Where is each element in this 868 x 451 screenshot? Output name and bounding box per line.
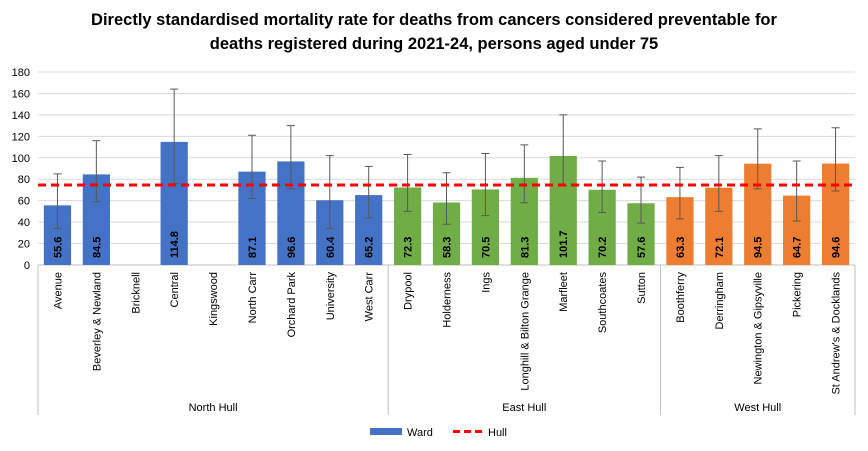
error-bar xyxy=(403,154,412,212)
x-tick-label: Marfleet xyxy=(558,272,570,312)
legend-label: Ward xyxy=(407,427,433,439)
error-bar xyxy=(247,134,256,200)
value-label: 55.6 xyxy=(52,237,64,258)
x-tick-label: Avenue xyxy=(52,272,64,309)
error-bar xyxy=(831,127,840,192)
error-bar xyxy=(92,140,101,203)
chart-title: Directly standardised mortality rate for… xyxy=(91,11,777,53)
x-tick-label: Newington & Gipsyville xyxy=(753,272,765,385)
x-tick-label: Drypool xyxy=(403,272,415,310)
x-tick-label: Central xyxy=(169,272,181,307)
x-tick-label: Ings xyxy=(480,272,492,293)
value-label: 63.3 xyxy=(675,237,687,258)
y-tick-label: 180 xyxy=(12,67,30,79)
value-label: 87.1 xyxy=(247,237,259,258)
x-tick-label: University xyxy=(325,272,337,321)
group-label: West Hull xyxy=(734,402,781,414)
x-tick-label: Southcoates xyxy=(597,272,609,334)
value-label: 96.6 xyxy=(286,237,298,258)
x-tick-label: Bricknell xyxy=(130,272,142,314)
error-bar xyxy=(364,165,373,219)
error-bar xyxy=(714,155,723,212)
y-tick-label: 40 xyxy=(18,217,30,229)
error-bar xyxy=(325,155,334,230)
value-label: 81.3 xyxy=(519,237,531,258)
value-label: 94.5 xyxy=(753,237,765,258)
y-tick-label: 160 xyxy=(12,88,30,100)
x-tick-label: West Carr xyxy=(364,272,376,322)
y-tick-label: 0 xyxy=(24,260,30,272)
x-tick-label: Longhill & Bilton Grange xyxy=(519,272,531,391)
value-label: 114.8 xyxy=(169,231,181,258)
value-label: 72.1 xyxy=(714,237,726,258)
error-bar xyxy=(792,160,801,222)
x-tick-label: Derringham xyxy=(714,272,726,329)
error-bar xyxy=(286,125,295,190)
error-bar xyxy=(442,172,451,225)
value-label: 101.7 xyxy=(558,230,570,258)
value-label: 64.7 xyxy=(792,237,804,258)
x-tick-label: St Andrew's & Docklands xyxy=(831,272,843,395)
x-tick-label: Pickering xyxy=(792,272,804,317)
legend-swatch xyxy=(370,428,402,435)
value-label: 60.4 xyxy=(325,236,337,258)
value-label: 70.2 xyxy=(597,237,609,258)
x-tick-label: Sutton xyxy=(636,272,648,304)
error-bar xyxy=(53,173,62,230)
x-tick-label: Kingswood xyxy=(208,272,220,326)
value-label: 72.3 xyxy=(403,237,415,258)
x-tick-label: Holderness xyxy=(442,272,454,328)
y-tick-label: 20 xyxy=(18,239,30,251)
value-label: 84.5 xyxy=(91,237,103,258)
error-bar xyxy=(753,128,762,190)
x-tick-label: Boothferry xyxy=(675,272,687,323)
error-bar xyxy=(598,160,607,213)
x-tick-label: Orchard Park xyxy=(286,272,298,338)
group-label: North Hull xyxy=(189,402,238,414)
group-label: East Hull xyxy=(502,402,546,414)
value-label: 58.3 xyxy=(442,237,454,258)
value-label: 57.6 xyxy=(636,237,648,258)
value-label: 70.5 xyxy=(480,237,492,258)
error-bar xyxy=(520,144,529,204)
error-bar xyxy=(675,166,684,220)
y-tick-label: 100 xyxy=(12,153,30,165)
value-label: 65.2 xyxy=(364,237,376,258)
y-tick-label: 60 xyxy=(18,196,30,208)
y-tick-label: 80 xyxy=(18,174,30,186)
value-label: 94.6 xyxy=(831,237,843,258)
y-tick-label: 140 xyxy=(12,110,30,122)
x-tick-label: Beverley & Newland xyxy=(91,272,103,371)
x-tick-label: North Carr xyxy=(247,272,259,324)
error-bar xyxy=(170,88,179,185)
legend-label: Hull xyxy=(488,427,507,439)
y-tick-label: 120 xyxy=(12,131,30,143)
